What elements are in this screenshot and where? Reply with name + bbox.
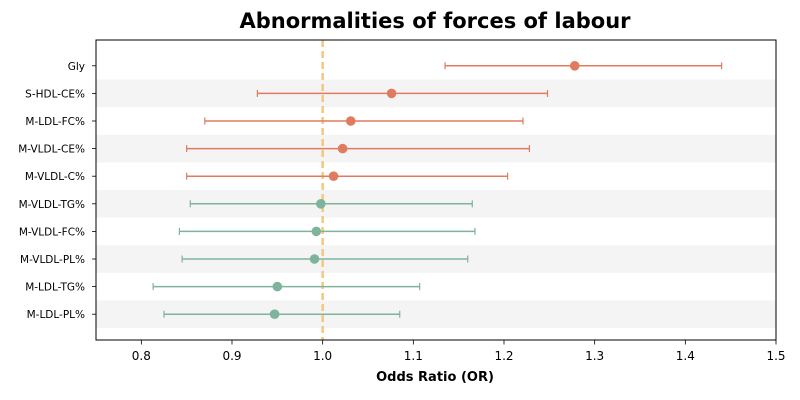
forest-row [186, 143, 530, 154]
x-tick-label: 0.8 [132, 349, 151, 363]
forest-row [181, 254, 469, 264]
x-tick-label: 1.0 [313, 349, 332, 363]
forest-row [189, 199, 473, 209]
x-ticks: 0.8 0.9 1.0 1.1 1.2 1.3 1.4 1.5 [132, 340, 786, 363]
forest-row [256, 88, 549, 99]
forest-row [186, 171, 509, 181]
forest-row [178, 226, 476, 237]
category-label: M-VLDL-CE% [18, 144, 85, 156]
plot-frame [95, 39, 777, 341]
or-point [569, 61, 580, 71]
ci-rows [152, 61, 723, 320]
category-label: M-LDL-FC% [25, 116, 85, 128]
or-point [328, 171, 339, 181]
forest-row [204, 116, 524, 126]
or-point [311, 226, 322, 237]
chart-title: Abnormalities of forces of labour [239, 9, 631, 33]
category-label: M-VLDL-TG% [19, 199, 85, 211]
or-point [386, 88, 397, 99]
category-label: Gly [68, 61, 85, 73]
or-point [345, 116, 356, 126]
forest-row [163, 309, 401, 320]
category-label: M-LDL-TG% [25, 282, 85, 294]
category-label: M-VLDL-FC% [19, 226, 85, 238]
forest-row [444, 61, 723, 71]
or-point [309, 254, 320, 264]
or-point [269, 309, 280, 320]
category-label: M-VLDL-PL% [20, 254, 85, 266]
x-tick-label: 1.5 [766, 349, 785, 363]
x-tick-label: 1.2 [494, 349, 513, 363]
axes [95, 39, 777, 341]
x-tick-label: 1.4 [676, 349, 695, 363]
x-tick-label: 0.9 [222, 349, 241, 363]
or-point [316, 199, 326, 209]
category-label: S-HDL-CE% [25, 88, 85, 100]
category-label: M-VLDL-C% [25, 171, 85, 183]
or-point [272, 281, 283, 292]
x-tick-label: 1.1 [404, 349, 423, 363]
or-point [337, 143, 348, 154]
forest-row [152, 281, 421, 292]
category-label: M-LDL-PL% [27, 309, 85, 321]
x-axis-title: Odds Ratio (OR) [376, 370, 494, 385]
x-tick-label: 1.3 [585, 349, 604, 363]
y-category-labels: Gly S-HDL-CE% M-LDL-FC% M-VLDL-CE% M-VLDL-C%… [18, 61, 96, 321]
